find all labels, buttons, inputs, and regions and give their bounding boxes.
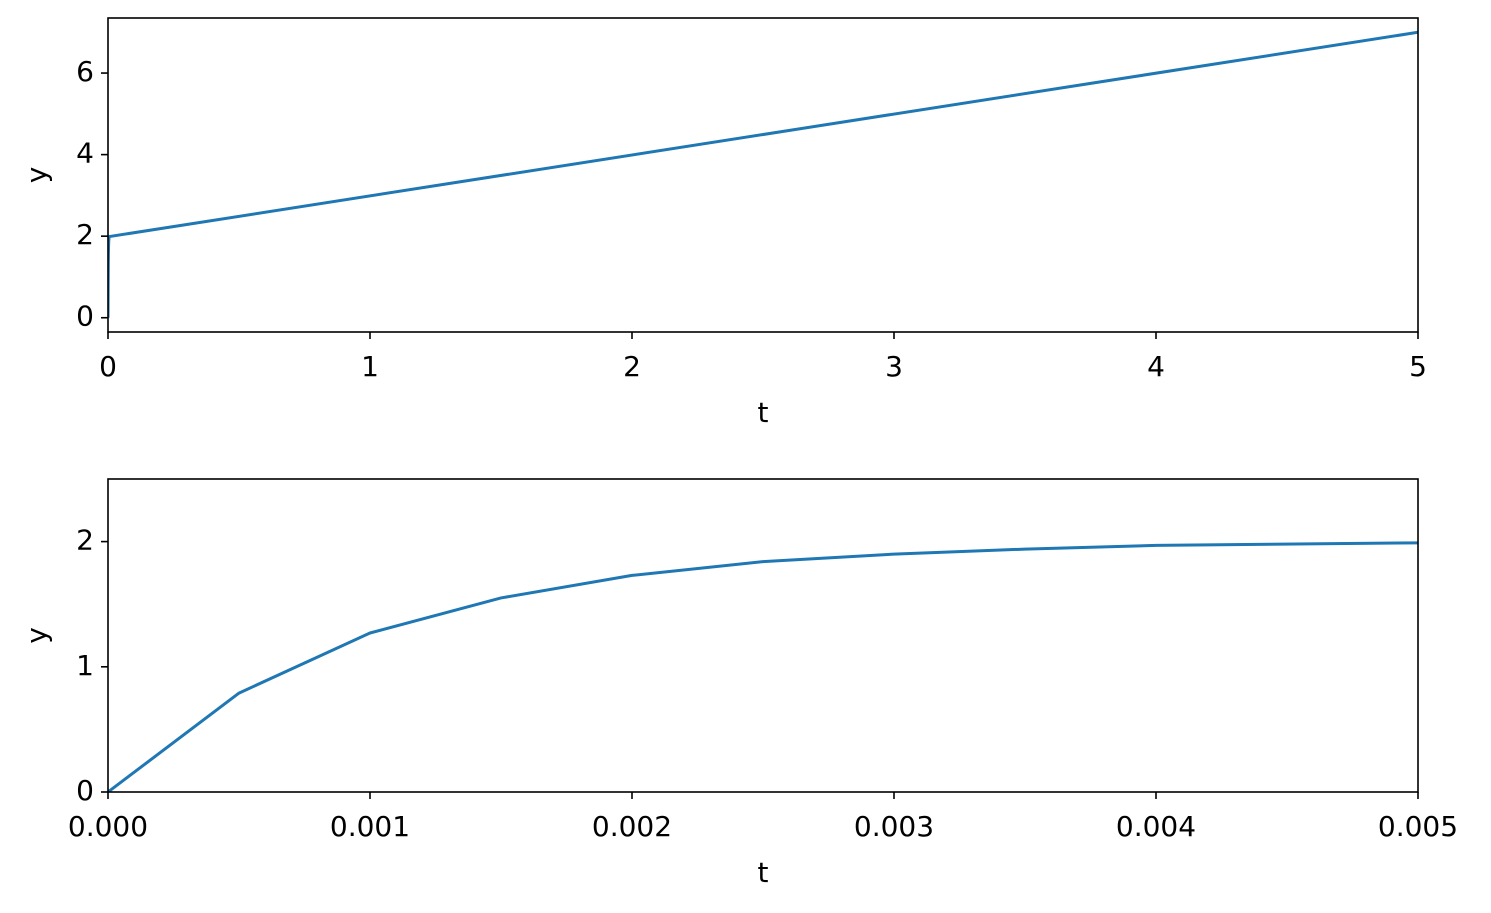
x-tick-label: 0.005	[1378, 810, 1458, 843]
x-tick-label: 0.003	[854, 810, 934, 843]
y-tick-label: 6	[76, 55, 94, 88]
data-line	[108, 30, 1418, 318]
x-tick-label: 0.001	[330, 810, 410, 843]
data-line	[108, 541, 1418, 792]
x-axis-label: t	[758, 856, 769, 889]
y-axis-label: y	[20, 627, 53, 644]
x-tick-label: 0.004	[1116, 810, 1196, 843]
y-tick-label: 4	[76, 137, 94, 170]
x-tick-label: 0	[99, 350, 117, 383]
x-tick-label: 3	[885, 350, 903, 383]
x-tick-label: 5	[1409, 350, 1427, 383]
x-tick-label: 1	[361, 350, 379, 383]
y-tick-label: 0	[76, 774, 94, 807]
x-tick-label: 4	[1147, 350, 1165, 383]
axes-frame	[107, 17, 1419, 333]
y-tick-label: 2	[76, 524, 94, 557]
x-tick-label: 0.000	[68, 810, 148, 843]
x-tick-label: 2	[623, 350, 641, 383]
axes-frame	[107, 478, 1419, 793]
y-tick-label: 1	[76, 649, 94, 682]
y-axis-label: y	[20, 167, 53, 184]
x-tick-label: 0.002	[592, 810, 672, 843]
y-tick-label: 0	[76, 300, 94, 333]
x-axis-label: t	[758, 396, 769, 429]
y-tick-label: 2	[76, 218, 94, 251]
